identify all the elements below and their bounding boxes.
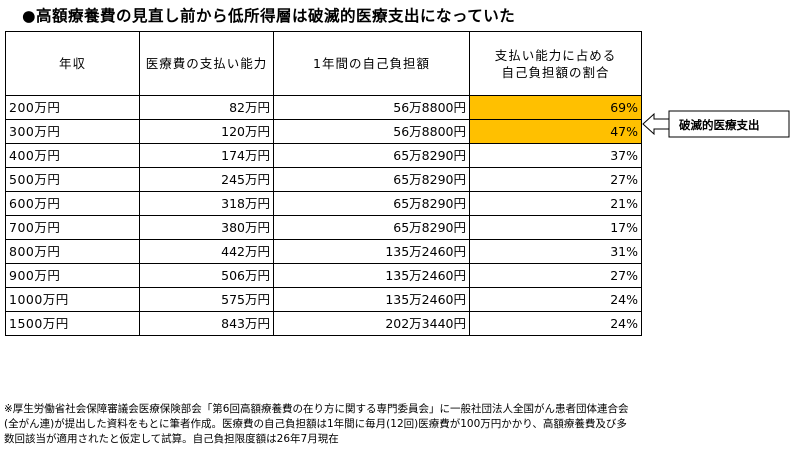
cell-ratio: 37% bbox=[469, 143, 642, 168]
table-row: 700万円 380万円 65万8290円 17% bbox=[5, 215, 642, 240]
cell-ratio: 21% bbox=[469, 191, 642, 216]
cell-income: 900万円 bbox=[5, 263, 140, 288]
cell-ratio: 31% bbox=[469, 239, 642, 264]
cell-burden: 56万8800円 bbox=[273, 95, 470, 120]
table-row: 400万円 174万円 65万8290円 37% bbox=[5, 143, 642, 168]
cell-burden: 65万8290円 bbox=[273, 215, 470, 240]
cell-income: 800万円 bbox=[5, 239, 140, 264]
callout-label: 破滅的医療支出 bbox=[679, 118, 760, 132]
cell-ratio: 17% bbox=[469, 215, 642, 240]
cell-income: 500万円 bbox=[5, 167, 140, 192]
cell-income: 400万円 bbox=[5, 143, 140, 168]
cell-income: 300万円 bbox=[5, 119, 140, 144]
cell-capacity: 174万円 bbox=[139, 143, 274, 168]
cell-ratio: 69% bbox=[469, 95, 642, 120]
cell-burden: 135万2460円 bbox=[273, 239, 470, 264]
cell-ratio: 47% bbox=[469, 119, 642, 144]
cell-capacity: 120万円 bbox=[139, 119, 274, 144]
table-row: 300万円 120万円 56万8800円 47% bbox=[5, 119, 642, 144]
cell-income: 200万円 bbox=[5, 95, 140, 120]
cell-income: 600万円 bbox=[5, 191, 140, 216]
cell-capacity: 380万円 bbox=[139, 215, 274, 240]
cell-capacity: 506万円 bbox=[139, 263, 274, 288]
header-capacity: 医療費の支払い能力 bbox=[139, 31, 274, 96]
cell-income: 1000万円 bbox=[5, 287, 140, 312]
cell-ratio: 27% bbox=[469, 263, 642, 288]
callout: 破滅的医療支出 bbox=[641, 110, 791, 138]
cell-capacity: 843万円 bbox=[139, 311, 274, 336]
cell-capacity: 318万円 bbox=[139, 191, 274, 216]
cell-ratio: 24% bbox=[469, 311, 642, 336]
header-income: 年収 bbox=[5, 31, 140, 96]
cell-burden: 135万2460円 bbox=[273, 287, 470, 312]
cell-burden: 202万3440円 bbox=[273, 311, 470, 336]
header-ratio-text: 支払い能力に占める 自己負担額の割合 bbox=[494, 47, 617, 80]
table-row: 1500万円 843万円 202万3440円 24% bbox=[5, 311, 642, 336]
table-row: 600万円 318万円 65万8290円 21% bbox=[5, 191, 642, 216]
header-ratio: 支払い能力に占める 自己負担額の割合 bbox=[469, 31, 642, 96]
cell-capacity: 442万円 bbox=[139, 239, 274, 264]
cell-ratio: 27% bbox=[469, 167, 642, 192]
table-row: 800万円 442万円 135万2460円 31% bbox=[5, 239, 642, 264]
cell-burden: 135万2460円 bbox=[273, 263, 470, 288]
cell-burden: 56万8800円 bbox=[273, 119, 470, 144]
arrow-callout-icon bbox=[642, 110, 790, 138]
table-row: 900万円 506万円 135万2460円 27% bbox=[5, 263, 642, 288]
cell-burden: 65万8290円 bbox=[273, 191, 470, 216]
cost-table: 年収 医療費の支払い能力 1年間の自己負担額 支払い能力に占める 自己負担額の割… bbox=[5, 31, 642, 336]
cell-income: 700万円 bbox=[5, 215, 140, 240]
cell-burden: 65万8290円 bbox=[273, 167, 470, 192]
cell-ratio: 24% bbox=[469, 287, 642, 312]
cell-burden: 65万8290円 bbox=[273, 143, 470, 168]
table-row: 1000万円 575万円 135万2460円 24% bbox=[5, 287, 642, 312]
table-row: 200万円 82万円 56万8800円 69% bbox=[5, 95, 642, 120]
cell-capacity: 575万円 bbox=[139, 287, 274, 312]
table-row: 500万円 245万円 65万8290円 27% bbox=[5, 167, 642, 192]
table-header-row: 年収 医療費の支払い能力 1年間の自己負担額 支払い能力に占める 自己負担額の割… bbox=[5, 31, 642, 96]
source-note: ※厚生労働省社会保障審議会医療保険部会「第6回高額療養費の在り方に関する専門委員… bbox=[4, 403, 629, 445]
page-title: ●高額療養費の見直し前から低所得層は破滅的医療支出になっていた bbox=[22, 7, 516, 25]
cell-capacity: 82万円 bbox=[139, 95, 274, 120]
cell-income: 1500万円 bbox=[5, 311, 140, 336]
header-burden: 1年間の自己負担額 bbox=[273, 31, 470, 96]
cell-capacity: 245万円 bbox=[139, 167, 274, 192]
